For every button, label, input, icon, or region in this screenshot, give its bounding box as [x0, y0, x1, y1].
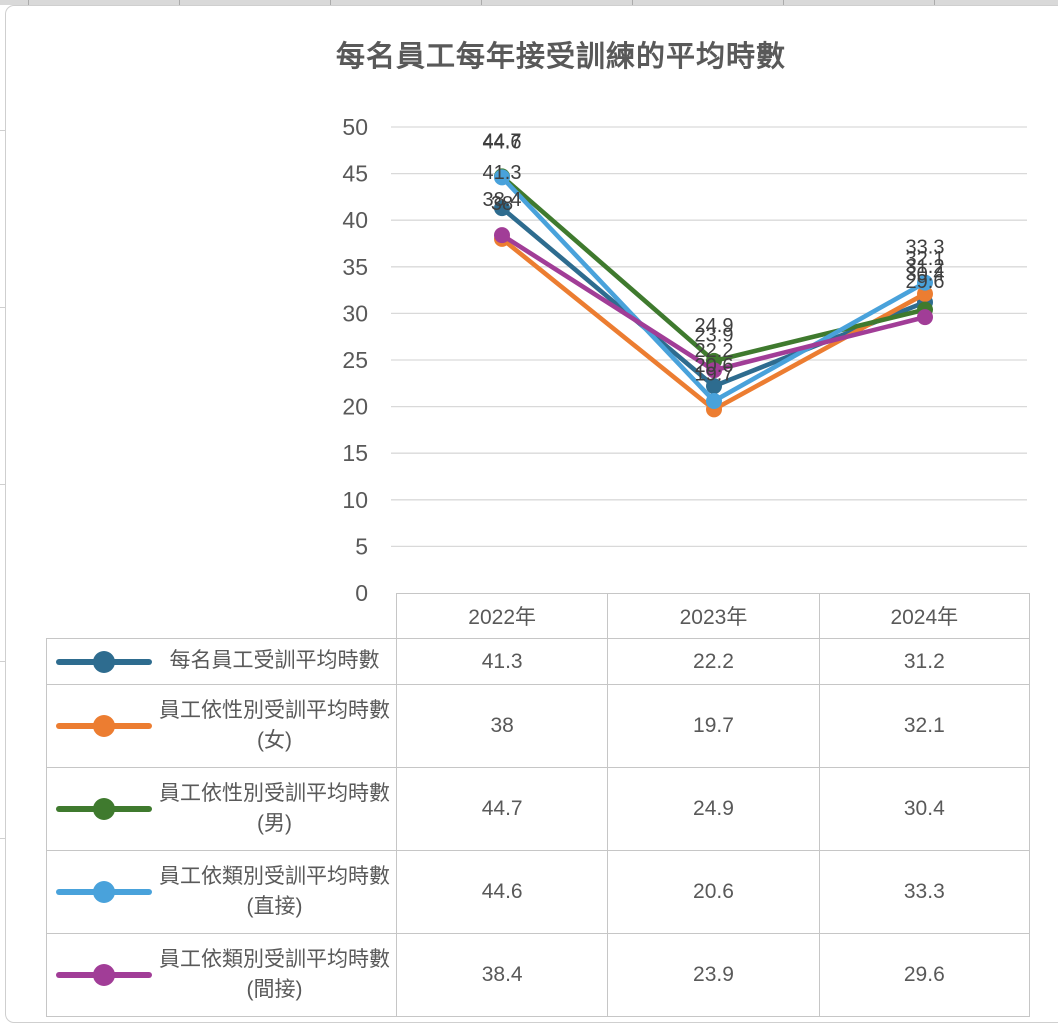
table-row: 員工依類別受訓平均時數(直接) 44.6 20.6 33.3	[46, 850, 1030, 933]
legend-key-icon	[56, 798, 152, 820]
sheet-column-tick	[934, 0, 935, 5]
value-cell: 31.2	[818, 639, 1030, 684]
value-cell: 22.2	[607, 639, 818, 684]
data-point-marker[interactable]	[917, 309, 933, 326]
chart-object[interactable]	[5, 5, 1058, 1023]
sheet-column-tick	[481, 0, 482, 5]
sheet-column-tick	[632, 0, 633, 5]
sheet-column-tick	[330, 0, 331, 5]
value-cell: 20.6	[607, 851, 818, 933]
data-point-marker[interactable]	[494, 227, 510, 244]
value-cell: 38	[396, 685, 607, 767]
sheet-row-tick	[0, 307, 5, 308]
legend-cell: 員工依類別受訓平均時數(直接)	[46, 851, 396, 933]
legend-key-icon	[56, 715, 152, 737]
table-header-row: 2022年 2023年 2024年	[396, 593, 1030, 638]
table-header-cell: 2023年	[607, 594, 818, 638]
legend-cell: 員工依性別受訓平均時數(男)	[46, 768, 396, 850]
legend-key-icon	[56, 881, 152, 903]
sheet-top-gridline	[0, 0, 1058, 5]
value-cell: 29.6	[818, 934, 1030, 1016]
legend-cell: 每名員工受訓平均時數	[46, 639, 396, 684]
value-cell: 23.9	[607, 934, 818, 1016]
value-cell: 19.7	[607, 685, 818, 767]
series-name: 員工依類別受訓平均時數(直接)	[159, 864, 390, 918]
chart-data-table: 2022年 2023年 2024年 每名員工受訓平均時數 41.3 22.2 31.2 員工依…	[46, 593, 1030, 1017]
data-point-marker[interactable]	[706, 378, 722, 395]
value-cell: 24.9	[607, 768, 818, 850]
series-name: 員工依性別受訓平均時數(女)	[159, 698, 390, 752]
table-header-cell: 2022年	[396, 594, 607, 638]
sheet-column-tick	[179, 0, 180, 5]
legend-marker	[93, 650, 115, 673]
table-header-cell: 2024年	[818, 594, 1030, 638]
legend-marker	[93, 798, 115, 820]
value-cell: 33.3	[818, 851, 1030, 933]
sheet-row-tick	[0, 130, 5, 131]
sheet-row-tick	[0, 484, 5, 485]
chart-title: 每名員工每年接受訓練的平均時數	[335, 41, 786, 73]
data-point-marker[interactable]	[494, 169, 510, 186]
sheet-row-tick	[0, 838, 5, 839]
legend-marker	[93, 881, 115, 903]
value-cell: 44.6	[396, 851, 607, 933]
legend-key-icon	[56, 650, 152, 673]
table-row: 員工依性別受訓平均時數(男) 44.7 24.9 30.4	[46, 767, 1030, 850]
data-point-marker[interactable]	[706, 393, 722, 410]
table-row: 每名員工受訓平均時數 41.3 22.2 31.2	[46, 638, 1030, 684]
sheet-row-tick	[0, 661, 5, 662]
sheet-column-tick	[28, 0, 29, 5]
value-cell: 30.4	[818, 768, 1030, 850]
legend-marker	[93, 964, 115, 986]
data-point-marker[interactable]	[917, 285, 933, 302]
value-cell: 32.1	[818, 685, 1030, 767]
legend-key-icon	[56, 964, 152, 986]
series-name: 員工依性別受訓平均時數(男)	[159, 781, 390, 835]
data-point-marker[interactable]	[917, 274, 933, 291]
series-name: 每名員工受訓平均時數	[169, 649, 380, 673]
series-name: 員工依類別受訓平均時數(間接)	[159, 947, 390, 1001]
legend-cell: 員工依性別受訓平均時數(女)	[46, 685, 396, 767]
data-point-marker[interactable]	[494, 200, 510, 217]
value-cell: 44.7	[396, 768, 607, 850]
table-row: 員工依類別受訓平均時數(間接) 38.4 23.9 29.6	[46, 933, 1030, 1017]
legend-marker	[93, 715, 115, 737]
table-row: 員工依性別受訓平均時數(女) 38 19.7 32.1	[46, 684, 1030, 767]
data-point-marker[interactable]	[706, 362, 722, 379]
value-cell: 38.4	[396, 934, 607, 1016]
legend-cell: 員工依類別受訓平均時數(間接)	[46, 934, 396, 1016]
value-cell: 41.3	[396, 639, 607, 684]
sheet-column-tick	[783, 0, 784, 5]
